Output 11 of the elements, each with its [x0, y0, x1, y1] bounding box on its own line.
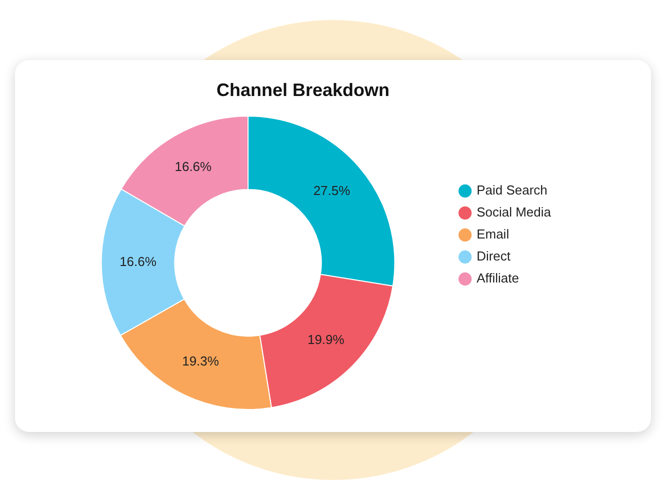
data-label: 16.6% [174, 159, 212, 174]
legend-label: Affiliate [476, 270, 519, 286]
data-label: 19.9% [307, 332, 345, 348]
chart-title: Channel Breakdown [216, 80, 390, 100]
legend-label: Paid Search [476, 182, 548, 198]
legend-label: Direct [476, 248, 511, 264]
data-label: 19.3% [182, 354, 220, 369]
data-label: 16.6% [120, 254, 157, 269]
legend-label: Social Media [476, 204, 552, 220]
data-label: 27.5% [313, 182, 351, 198]
legend-label: Email [476, 226, 510, 242]
